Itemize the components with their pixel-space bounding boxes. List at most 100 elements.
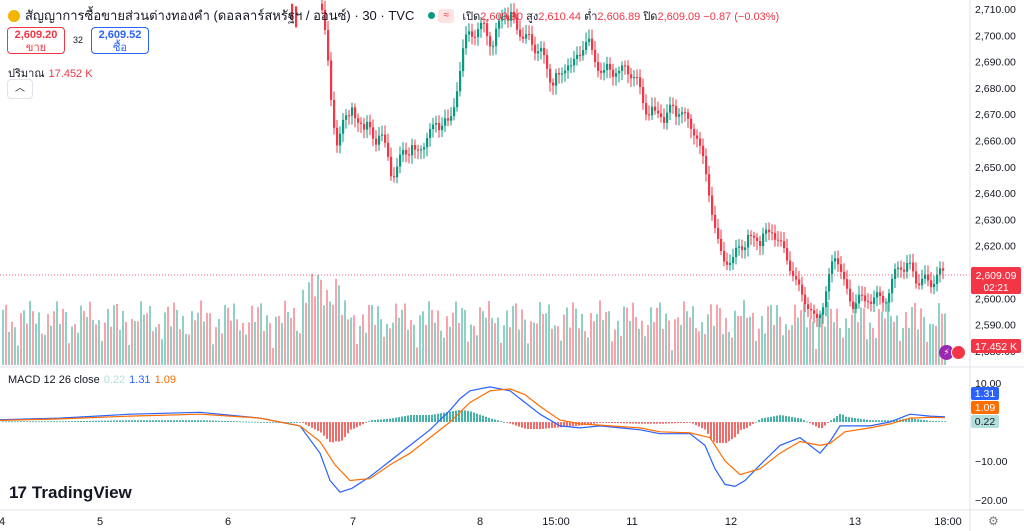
histogram-bar bbox=[731, 422, 733, 440]
histogram-bar bbox=[413, 414, 415, 422]
histogram-bar bbox=[50, 421, 52, 423]
symbol-title[interactable]: สัญญาการซื้อขายส่วนต่างทองคำ (ดอลลาร์สหร… bbox=[25, 8, 415, 23]
candle-body bbox=[528, 34, 531, 36]
wave-icon[interactable]: ≈ bbox=[438, 8, 455, 23]
price-tick: 2,700.00 bbox=[975, 30, 1016, 42]
gear-icon[interactable]: ⚙ bbox=[988, 514, 999, 528]
histogram-bar bbox=[713, 422, 715, 442]
histogram-bar bbox=[884, 420, 886, 422]
tradingview-mark-icon: 17 bbox=[9, 483, 27, 502]
volume-bar bbox=[530, 321, 532, 365]
candle-body bbox=[867, 301, 870, 303]
volume-bar bbox=[704, 334, 706, 365]
histogram-bar bbox=[383, 419, 385, 422]
histogram-bar bbox=[392, 418, 394, 422]
buy-button[interactable]: 2,609.52 ซื้อ bbox=[91, 27, 149, 54]
volume-bar bbox=[743, 300, 745, 365]
volume-bar bbox=[458, 322, 460, 365]
volume-bar bbox=[428, 301, 430, 365]
histogram-bar bbox=[788, 416, 790, 422]
candle-body bbox=[708, 174, 711, 196]
histogram-bar bbox=[515, 422, 517, 426]
volume-bar bbox=[485, 317, 487, 365]
candle-body bbox=[654, 106, 657, 111]
candle-body bbox=[651, 106, 654, 116]
histogram-bar bbox=[539, 422, 541, 430]
volume-bar bbox=[689, 317, 691, 365]
event-flags[interactable]: ⚡ bbox=[939, 345, 966, 360]
histogram-bar bbox=[740, 422, 742, 430]
volume-bar bbox=[770, 304, 772, 365]
histogram-bar bbox=[140, 420, 142, 422]
volume-bar bbox=[557, 326, 559, 365]
histogram-bar bbox=[641, 422, 643, 424]
volume-bar bbox=[527, 343, 529, 365]
histogram-bar bbox=[551, 422, 553, 429]
histogram-bar bbox=[824, 422, 826, 426]
candle-body bbox=[345, 115, 348, 120]
histogram-bar bbox=[266, 422, 268, 423]
volume-bar bbox=[71, 326, 73, 365]
volume-bar bbox=[872, 327, 874, 365]
volume-bar bbox=[719, 308, 721, 365]
volume-bar bbox=[665, 313, 667, 365]
histogram-bar bbox=[896, 419, 898, 422]
histogram-bar bbox=[635, 422, 637, 424]
lightning-icon[interactable]: ⚡ bbox=[939, 345, 954, 360]
histogram-bar bbox=[842, 414, 844, 422]
volume-bar bbox=[8, 332, 10, 365]
candle-body bbox=[540, 48, 543, 52]
market-open-icon bbox=[428, 12, 436, 19]
histogram-bar bbox=[917, 419, 919, 422]
histogram-bar bbox=[134, 420, 136, 422]
candle-body bbox=[474, 36, 477, 38]
volume-bar bbox=[341, 314, 343, 365]
candle-body bbox=[471, 31, 474, 37]
volume-bar bbox=[125, 322, 127, 365]
volume-bar bbox=[554, 325, 556, 365]
volume-bar bbox=[935, 325, 937, 365]
histogram-bar bbox=[227, 421, 229, 422]
volume-bar bbox=[269, 323, 271, 365]
volume-bar bbox=[896, 315, 898, 365]
candle-body bbox=[810, 308, 813, 311]
collapse-legend-button[interactable]: ︿ bbox=[7, 79, 33, 99]
volume-bar bbox=[167, 306, 169, 365]
histogram-bar bbox=[467, 410, 469, 422]
close-value: 2,609.09 bbox=[657, 10, 701, 23]
volume-bar bbox=[623, 306, 625, 365]
volume-bar bbox=[434, 322, 436, 365]
histogram-bar bbox=[707, 422, 709, 434]
volume-bar bbox=[161, 339, 163, 365]
volume-bar bbox=[560, 340, 562, 365]
time-tick: 11 bbox=[626, 516, 637, 528]
tradingview-logo[interactable]: 17 TradingView bbox=[9, 483, 132, 503]
histogram-bar bbox=[374, 419, 376, 422]
candle-body bbox=[891, 279, 894, 294]
candle-body bbox=[336, 127, 339, 146]
us-flag-icon[interactable] bbox=[951, 345, 966, 360]
candle-body bbox=[561, 73, 564, 75]
histogram-bar bbox=[386, 418, 388, 422]
candle-body bbox=[807, 304, 810, 309]
candle-body bbox=[564, 70, 567, 74]
volume-bar bbox=[701, 321, 703, 365]
candle-body bbox=[876, 292, 879, 298]
chevron-up-icon: ︿ bbox=[15, 83, 25, 94]
candle-body bbox=[408, 154, 411, 156]
volume-bar bbox=[662, 328, 664, 365]
volume-bar bbox=[311, 273, 313, 365]
volume-bar bbox=[230, 320, 232, 365]
volume-bar bbox=[296, 330, 298, 365]
candle-body bbox=[525, 34, 528, 39]
volume-bar bbox=[818, 317, 820, 365]
histogram-bar bbox=[509, 422, 511, 424]
candle-body bbox=[585, 41, 588, 51]
price-candles bbox=[291, 0, 945, 328]
price-tick: 2,630.00 bbox=[975, 214, 1016, 226]
sell-button[interactable]: 2,609.20 ขาย bbox=[7, 27, 65, 54]
volume-bar bbox=[404, 303, 406, 365]
volume-bar bbox=[380, 319, 382, 365]
macd-title[interactable]: MACD 12 26 close bbox=[8, 374, 100, 386]
